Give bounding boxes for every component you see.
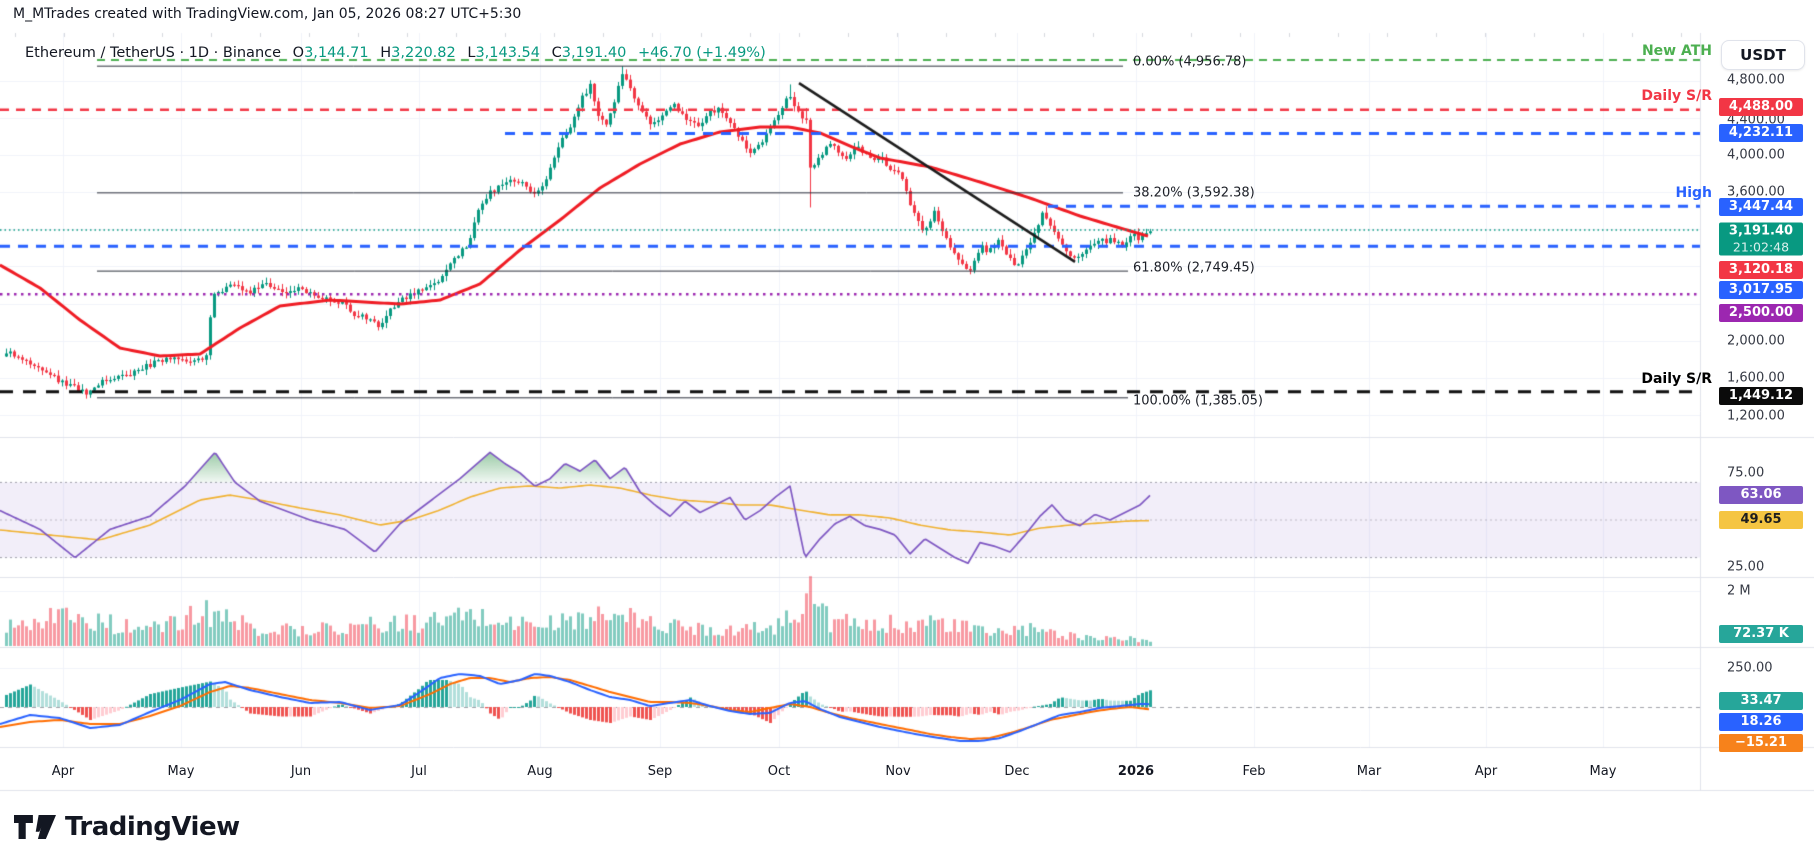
price-scale-label: 2 M: [1727, 583, 1751, 599]
time-axis[interactable]: Apr May Jun Jul Aug Sep Oct Nov Dec 2026 Feb Mar Apr…: [0, 748, 1700, 790]
time-axis-label: Jun: [290, 764, 312, 779]
price-badge: 3,017.95: [1719, 281, 1803, 299]
price-badge: 3,120.18: [1719, 261, 1803, 279]
time-axis-label: Feb: [1242, 764, 1266, 779]
price-badge: 33.47: [1719, 692, 1803, 710]
close-value: 3,191.40: [561, 45, 627, 61]
low-value: 3,143.54: [475, 45, 541, 61]
tradingview-logo-text: TradingView: [65, 812, 240, 842]
price-scale-label: 2,000.00: [1727, 333, 1785, 349]
price-badge: 4,232.11: [1719, 124, 1803, 142]
time-axis-label: Mar: [1356, 764, 1382, 779]
tradingview-logo[interactable]: TradingView: [14, 812, 240, 842]
open-label: O: [292, 45, 305, 61]
time-axis-label: May: [167, 764, 195, 779]
price-scale[interactable]: 4,800.00 4,400.00 4,000.00 3,600.00 2,000.00…: [1701, 33, 1814, 790]
price-badge: 63.06: [1719, 486, 1803, 504]
change-value: +46.70 (+1.49%): [637, 45, 766, 61]
price-scale-label: 250.00: [1727, 660, 1773, 676]
price-badge: 2,500.00: [1719, 304, 1803, 322]
level-annotation-label: New ATH: [1641, 43, 1712, 59]
high-label: H: [380, 45, 392, 61]
symbol-legend[interactable]: Ethereum / TetherUS · 1D · Binance O3,14…: [25, 45, 766, 61]
time-axis-label: Oct: [767, 764, 791, 779]
price-badge: −15.21: [1719, 734, 1803, 752]
price-badge: 4,488.00: [1719, 98, 1803, 116]
time-axis-label: May: [1589, 764, 1617, 779]
price-badge: 1,449.12: [1719, 387, 1803, 405]
price-scale-label: 4,400.00: [1727, 112, 1785, 128]
price-scale-label: 4,800.00: [1727, 72, 1785, 88]
interval-label[interactable]: 1D: [188, 45, 210, 61]
time-axis-label: Dec: [1004, 764, 1030, 779]
level-annotation-label: Daily S/R: [1641, 371, 1712, 387]
exchange-label: Binance: [222, 45, 282, 61]
price-scale-label: 3,600.00: [1727, 184, 1785, 200]
time-axis-label: Apr: [1474, 764, 1498, 779]
time-axis-label: Nov: [885, 764, 911, 779]
price-scale-label: 25.00: [1727, 559, 1765, 575]
open-value: 3,144.71: [304, 45, 369, 61]
fib-level-label: 38.20% (3,592.38): [1133, 185, 1255, 201]
high-value: 3,220.82: [391, 45, 456, 61]
price-badge: 49.65: [1719, 511, 1803, 529]
fib-level-label: 0.00% (4,956.78): [1133, 54, 1247, 70]
tradingview-logo-icon: [14, 815, 56, 839]
price-scale-label: 75.00: [1727, 465, 1765, 481]
price-scale-label: 1,200.00: [1727, 408, 1785, 424]
price-badge: 3,191.40 21:02:48: [1719, 222, 1803, 256]
fib-level-label: 100.00% (1,385.05): [1133, 393, 1264, 409]
price-scale-label: 4,000.00: [1727, 147, 1785, 163]
time-axis-label: Jul: [411, 764, 427, 779]
fib-level-label: 61.80% (2,749.45): [1133, 260, 1255, 276]
low-label: L: [467, 45, 476, 61]
level-annotation-label: Daily S/R: [1641, 88, 1712, 104]
price-scale-label: 1,600.00: [1727, 370, 1785, 386]
price-badge: 72.37 K: [1719, 625, 1803, 643]
watermark-text: M_MTrades created with TradingView.com, …: [13, 6, 522, 22]
time-axis-label: 2026: [1117, 764, 1155, 779]
close-label: C: [551, 45, 562, 61]
symbol-name[interactable]: Ethereum / TetherUS: [25, 45, 175, 61]
time-axis-label: Aug: [527, 764, 553, 779]
level-annotation-label: High: [1675, 185, 1712, 201]
time-axis-label: Apr: [51, 764, 75, 779]
time-axis-label: Sep: [647, 764, 673, 779]
price-badge: 18.26: [1719, 713, 1803, 731]
currency-toggle-button[interactable]: USDT: [1721, 40, 1805, 70]
price-badge: 3,447.44: [1719, 198, 1803, 216]
